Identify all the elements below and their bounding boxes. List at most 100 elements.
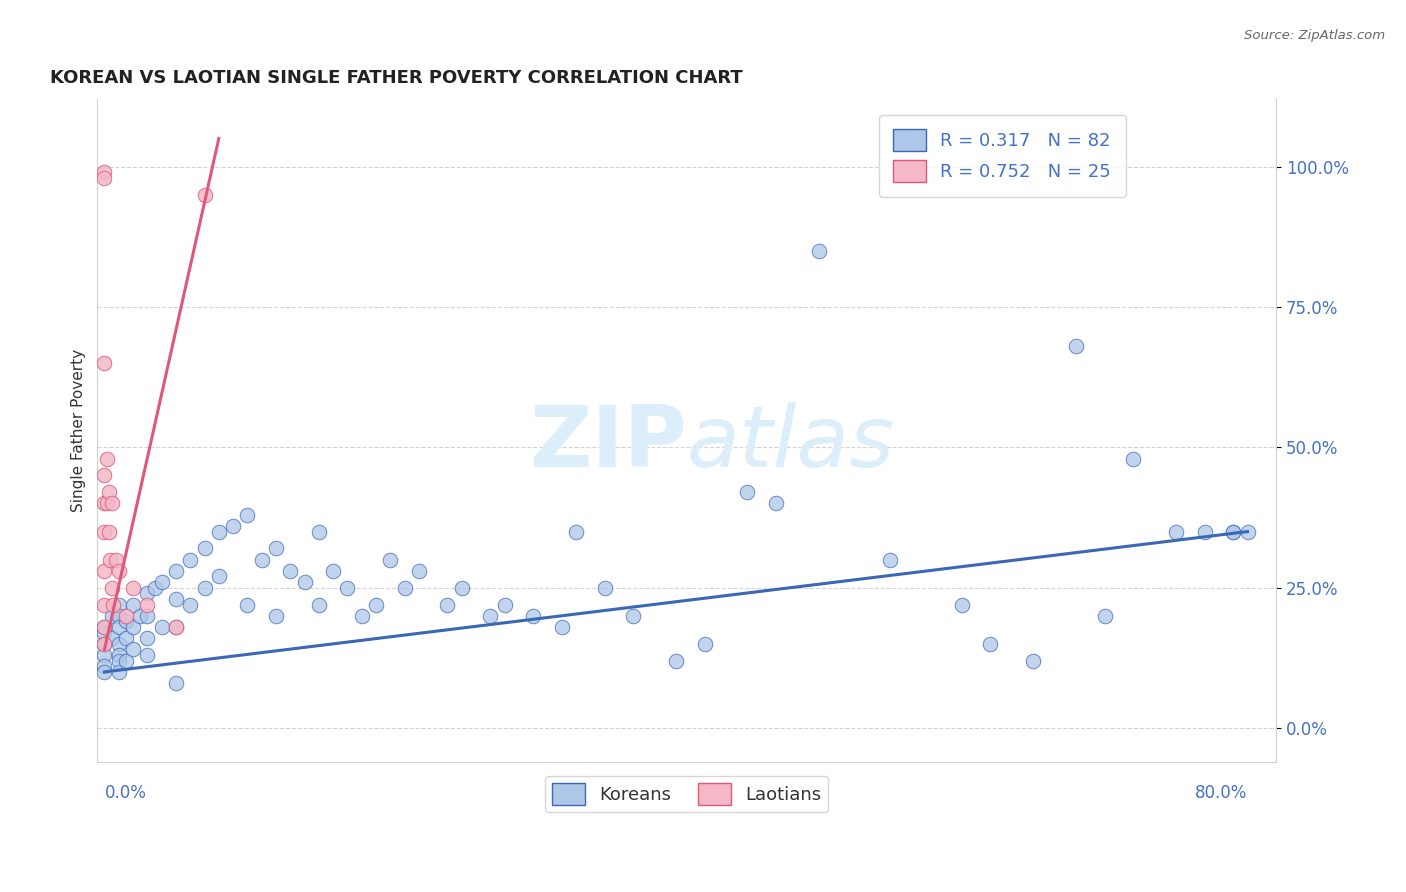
Text: ZIP: ZIP [529,402,686,485]
Point [436,598,458,612]
Point [104,552,127,566]
Point [122,581,145,595]
Point [136,608,159,623]
Point [165,620,187,634]
Point [294,575,316,590]
Text: Source: ZipAtlas.com: Source: ZipAtlas.com [1244,29,1385,42]
Point [107,620,129,634]
Point [179,552,201,566]
Point [107,665,129,679]
Point [593,581,616,595]
Point [236,508,259,522]
Point [1064,339,1087,353]
Text: atlas: atlas [686,402,894,485]
Point [364,598,387,612]
Point [93,165,115,179]
Point [107,648,129,662]
Point [621,608,644,623]
Point [150,620,173,634]
Legend: Koreans, Laotians: Koreans, Laotians [546,776,828,813]
Point [264,608,287,623]
Point [308,524,330,539]
Point [129,608,152,623]
Point [136,586,159,600]
Point [665,654,688,668]
Point [93,496,115,510]
Point [93,564,115,578]
Point [115,654,138,668]
Point [93,468,115,483]
Point [107,654,129,668]
Point [165,564,187,578]
Point [1194,524,1216,539]
Point [165,591,187,606]
Point [1122,451,1144,466]
Point [97,485,120,500]
Point [264,541,287,556]
Point [150,575,173,590]
Point [308,598,330,612]
Point [479,608,502,623]
Point [93,659,115,673]
Point [193,581,215,595]
Point [336,581,359,595]
Point [1222,524,1244,539]
Point [115,608,138,623]
Point [737,485,759,500]
Point [1094,608,1116,623]
Point [93,524,115,539]
Point [165,620,187,634]
Point [807,244,830,258]
Point [93,620,115,634]
Point [1236,524,1258,539]
Point [950,598,973,612]
Point [96,451,118,466]
Point [1222,524,1244,539]
Point [93,620,115,634]
Point [380,552,402,566]
Point [100,496,122,510]
Point [165,676,187,690]
Point [193,187,215,202]
Y-axis label: Single Father Poverty: Single Father Poverty [72,349,86,512]
Text: 0.0%: 0.0% [104,784,146,802]
Point [551,620,574,634]
Point [879,552,901,566]
Point [522,608,544,623]
Point [107,637,129,651]
Point [136,648,159,662]
Point [136,598,159,612]
Point [1022,654,1045,668]
Point [322,564,344,578]
Point [122,620,145,634]
Point [350,608,373,623]
Point [122,598,145,612]
Point [93,356,115,370]
Point [93,637,115,651]
Point [98,552,121,566]
Point [107,598,129,612]
Point [115,632,138,646]
Point [236,598,259,612]
Point [101,598,124,612]
Point [93,665,115,679]
Text: 80.0%: 80.0% [1195,784,1247,802]
Point [222,519,245,533]
Point [565,524,588,539]
Point [494,598,516,612]
Point [96,496,118,510]
Point [979,637,1001,651]
Point [97,524,120,539]
Point [100,581,122,595]
Point [394,581,416,595]
Point [179,598,201,612]
Point [208,569,231,583]
Point [250,552,273,566]
Point [107,608,129,623]
Text: KOREAN VS LAOTIAN SINGLE FATHER POVERTY CORRELATION CHART: KOREAN VS LAOTIAN SINGLE FATHER POVERTY … [51,69,742,87]
Point [208,524,231,539]
Point [115,615,138,629]
Point [765,496,787,510]
Point [100,632,122,646]
Point [450,581,472,595]
